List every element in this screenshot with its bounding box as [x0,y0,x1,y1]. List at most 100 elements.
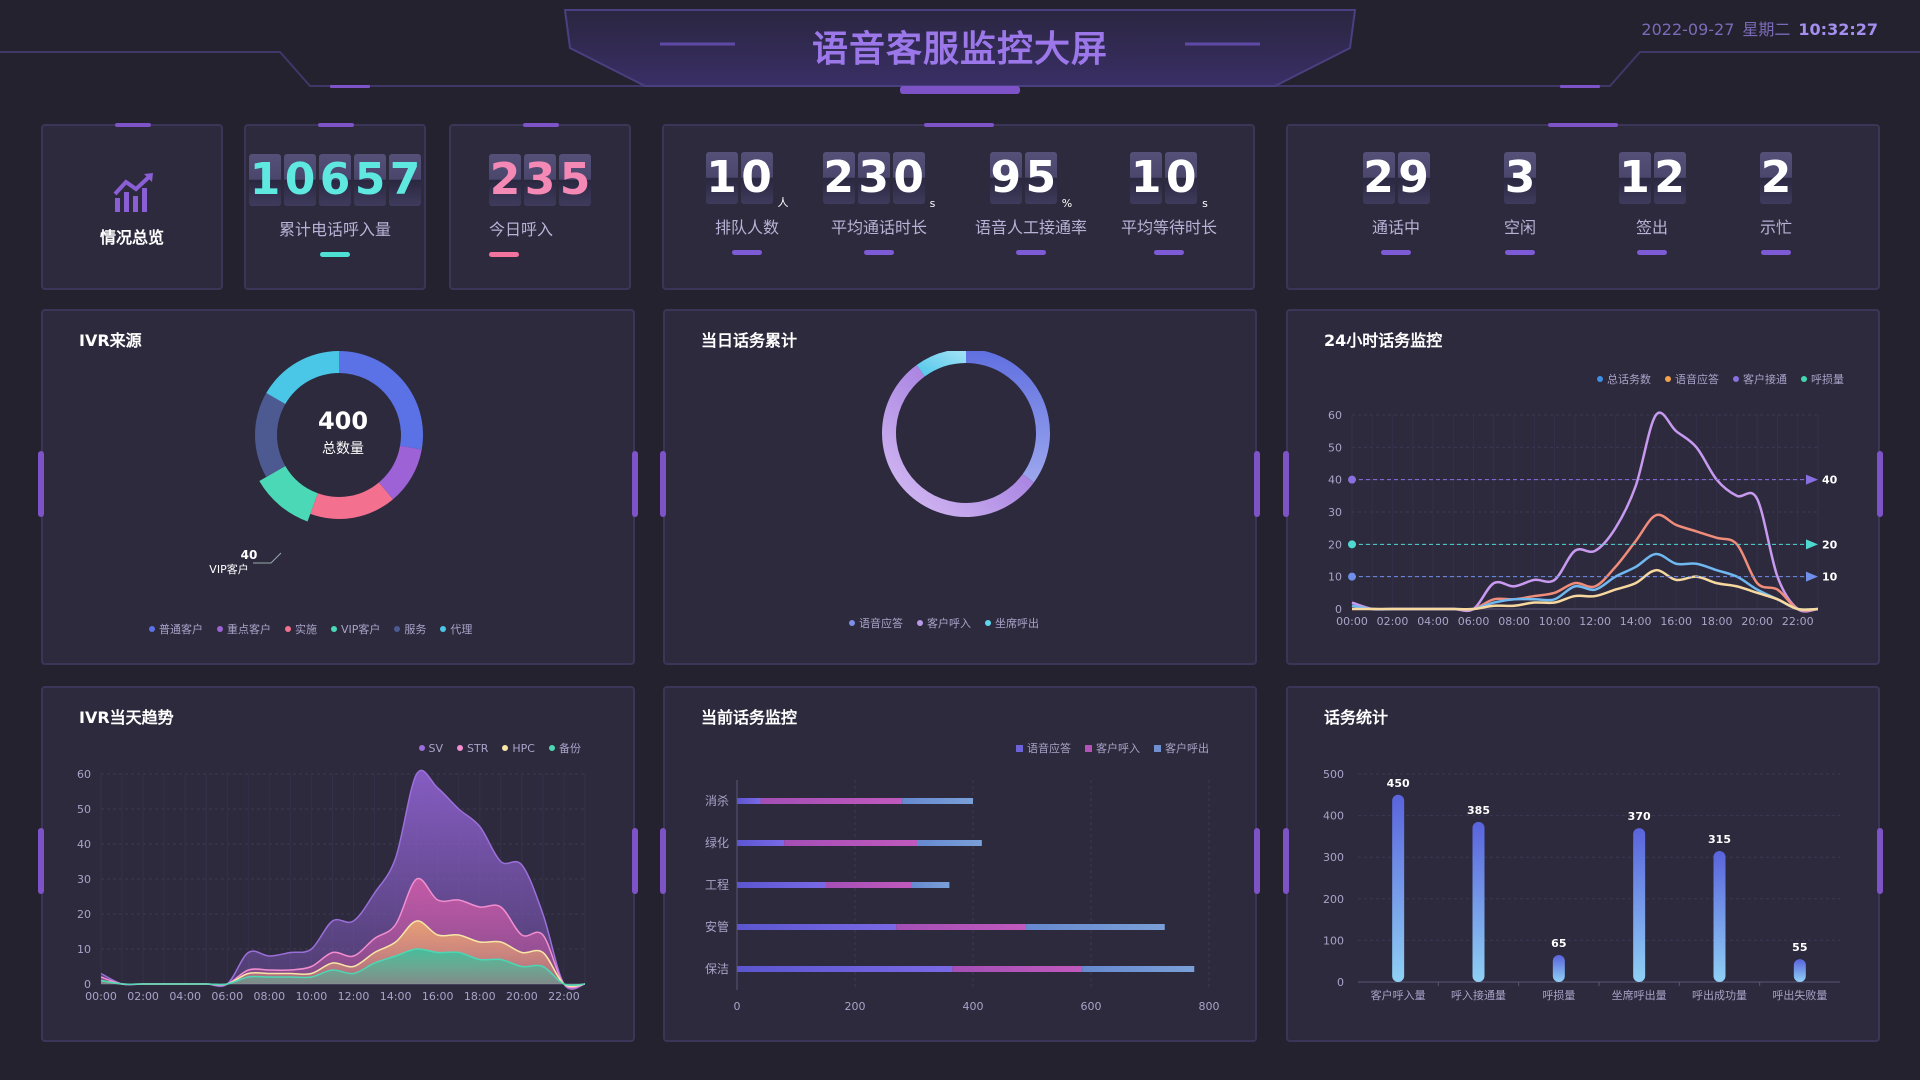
total-calls-digit: 6 [319,154,351,206]
ivr-source-slice[interactable] [254,393,286,477]
page-title: 语音客服监控大屏 [811,29,1108,70]
vip-callout-value: 40 [241,548,258,562]
ivr-source-slice[interactable] [378,445,422,500]
daily-calls-panel[interactable]: 当日话务累计 语音应答 客户呼入 坐席呼出 [660,309,1260,665]
ivr-trend-area[interactable] [101,948,585,986]
queue-stat-unit: % [1061,197,1073,210]
agent-stat-digit: 2 [1760,152,1792,204]
current-monitor-title: 当前话务监控 [701,708,798,727]
current-monitor-bar[interactable] [737,798,761,804]
header-frame [0,9,1920,94]
ivr-source-slice[interactable] [310,482,393,519]
daily-calls-legend-marker [917,620,923,626]
call-stats-title: 话务统计 [1324,708,1389,727]
datetime: 2022-09-27 星期二 10:32:27 [1641,16,1878,40]
total-calls-digit: 0 [284,154,316,206]
call-stats-bar[interactable] [1392,794,1405,982]
monitor-24h-xtick: 14:00 [1620,615,1652,628]
monitor-24h-xtick: 10:00 [1539,615,1571,628]
call-stats-bar[interactable] [1633,828,1646,982]
monitor-24h-legend-marker [1665,376,1671,382]
call-stats-bar[interactable] [1713,850,1726,982]
agent-stat-digit: 2 [1362,152,1395,204]
daily-calls-legend-item: 语音应答 [849,615,903,631]
ivr-source-slice[interactable] [259,466,318,522]
queue-stat-label: 平均等待时长 [1120,218,1217,237]
monitor-24h-ytick: 60 [1328,409,1342,422]
today-calls-digit: 2 [489,154,521,206]
call-stats-chart[interactable]: 0 100 200 300 400 500 450 客户呼入量 385 呼入接通量 65 呼损量 370… [1288,738,1878,1038]
monitor-24h-series-line[interactable] [1351,552,1819,611]
current-monitor-bar[interactable] [737,840,785,846]
current-monitor-bar[interactable] [916,840,982,846]
call-stats-bar[interactable] [1793,959,1806,982]
ivr-trend-ytick: 20 [77,908,91,921]
current-monitor-bar[interactable] [825,882,912,888]
daily-calls-slice[interactable] [882,365,1034,517]
current-monitor-category: 消杀 [705,793,729,808]
current-monitor-bar[interactable] [952,966,1083,972]
monitor-24h-xtick: 18:00 [1701,615,1733,628]
current-monitor-bar[interactable] [902,798,973,804]
daily-calls-chart[interactable] [665,351,1255,651]
daily-calls-legend-label: 坐席呼出 [995,617,1039,630]
daily-calls-legend-label: 语音应答 [859,617,903,630]
monitor-24h-xtick: 02:00 [1377,615,1409,628]
current-monitor-bar[interactable] [1082,966,1195,972]
monitor-24h-legend-marker [1733,376,1739,382]
current-monitor-bar[interactable] [1026,924,1165,930]
ivr-source-panel[interactable]: IVR来源 400 总数量 40 VIP客户 普通客户 重点客户 实施 VIP客户 服务… [38,309,638,665]
current-monitor-legend-label: 客户呼出 [1165,742,1209,755]
overview-card[interactable]: 情况总览 [41,123,223,290]
daily-calls-slice[interactable] [966,351,1050,483]
call-stats-bar[interactable] [1552,954,1565,982]
monitor-24h-series-line[interactable] [1352,568,1819,611]
agent-stats-card[interactable]: 2 9 通话中 3 空闲 1 2 签出 2 示忙 [1286,123,1880,290]
ivr-trend-legend-label: SV [428,741,444,755]
current-monitor-xtick: 200 [845,1000,866,1013]
ivr-source-slice[interactable] [339,351,423,450]
monitor-24h-xtick: 00:00 [1336,615,1368,628]
monitor-24h-legend-label: 总话务数 [1607,373,1651,386]
daily-calls-slice[interactable] [916,351,966,377]
total-calls-digit: 5 [354,154,386,206]
current-monitor-bar[interactable] [737,924,897,930]
monitor-24h-panel[interactable]: 24小时话务监控 总话务数 语音应答 客户接通 呼损量 0 10 20 30 40 50 60 00… [1283,309,1883,665]
current-monitor-bar[interactable] [896,924,1027,930]
call-stats-bar[interactable] [1472,821,1485,982]
current-monitor-legend-label: 客户呼入 [1096,742,1140,755]
monitor-24h-ytick: 30 [1328,506,1342,519]
current-monitor-bar[interactable] [737,966,953,972]
agent-stat-digit: 2 [1653,152,1686,204]
monitor-24h-ref-arrow [1806,474,1818,485]
agent-stat-bar [1761,250,1791,255]
monitor-24h-chart[interactable]: 0 10 20 30 40 50 60 00:00 02:00 04:00 06:00 08:00 10… [1288,391,1878,661]
ivr-trend-xtick: 02:00 [127,990,159,1003]
monitor-24h-ref-dot [1348,540,1356,549]
today-calls-digit: 3 [524,154,556,206]
current-monitor-panel[interactable]: 当前话务监控 语音应答 客户呼入 客户呼出 0 200 400 600 800 消杀 绿化 工程安… [660,686,1260,1043]
ivr-trend-chart[interactable]: 0 10 20 30 40 50 60 00:00 02:00 04:00 06:00 08:00 10… [43,758,633,1043]
current-monitor-bar[interactable] [760,798,903,804]
monitor-24h-legend-marker [1801,376,1807,382]
ivr-source-slice[interactable] [266,351,339,404]
monitor-24h-legend-item: 语音应答 [1665,371,1719,387]
call-stats-value-label: 55 [1792,941,1807,954]
queue-stat-item: 9 5% 语音人工接通率 [956,152,1106,255]
agent-stat-item: 2 9 通话中 [1326,152,1466,255]
ivr-trend-panel[interactable]: IVR当天趋势 SV STR HPC 备份 0 10 20 30 40 50 60 00:00 02:… [38,686,638,1043]
agent-stat-digits: 3 [1450,152,1590,204]
monitor-24h-xtick: 04:00 [1417,615,1449,628]
monitor-24h-ytick: 40 [1328,474,1342,487]
current-monitor-bar[interactable] [911,882,950,888]
current-monitor-bar[interactable] [737,882,826,888]
ivr-source-chart[interactable]: 400 总数量 40 VIP客户 [43,351,633,651]
call-stats-panel[interactable]: 话务统计 0 100 200 300 400 500 450 客户呼入量 385 呼入接通量 65 呼… [1283,686,1883,1042]
monitor-24h-xtick: 22:00 [1782,615,1814,628]
current-monitor-bar[interactable] [784,840,917,846]
queue-stats-card[interactable]: 1 0 人排队人数 2 3 0 s 平均通话时长 9 5% 语音人工接通率 1 0 s 平均等待时长 [662,123,1255,290]
